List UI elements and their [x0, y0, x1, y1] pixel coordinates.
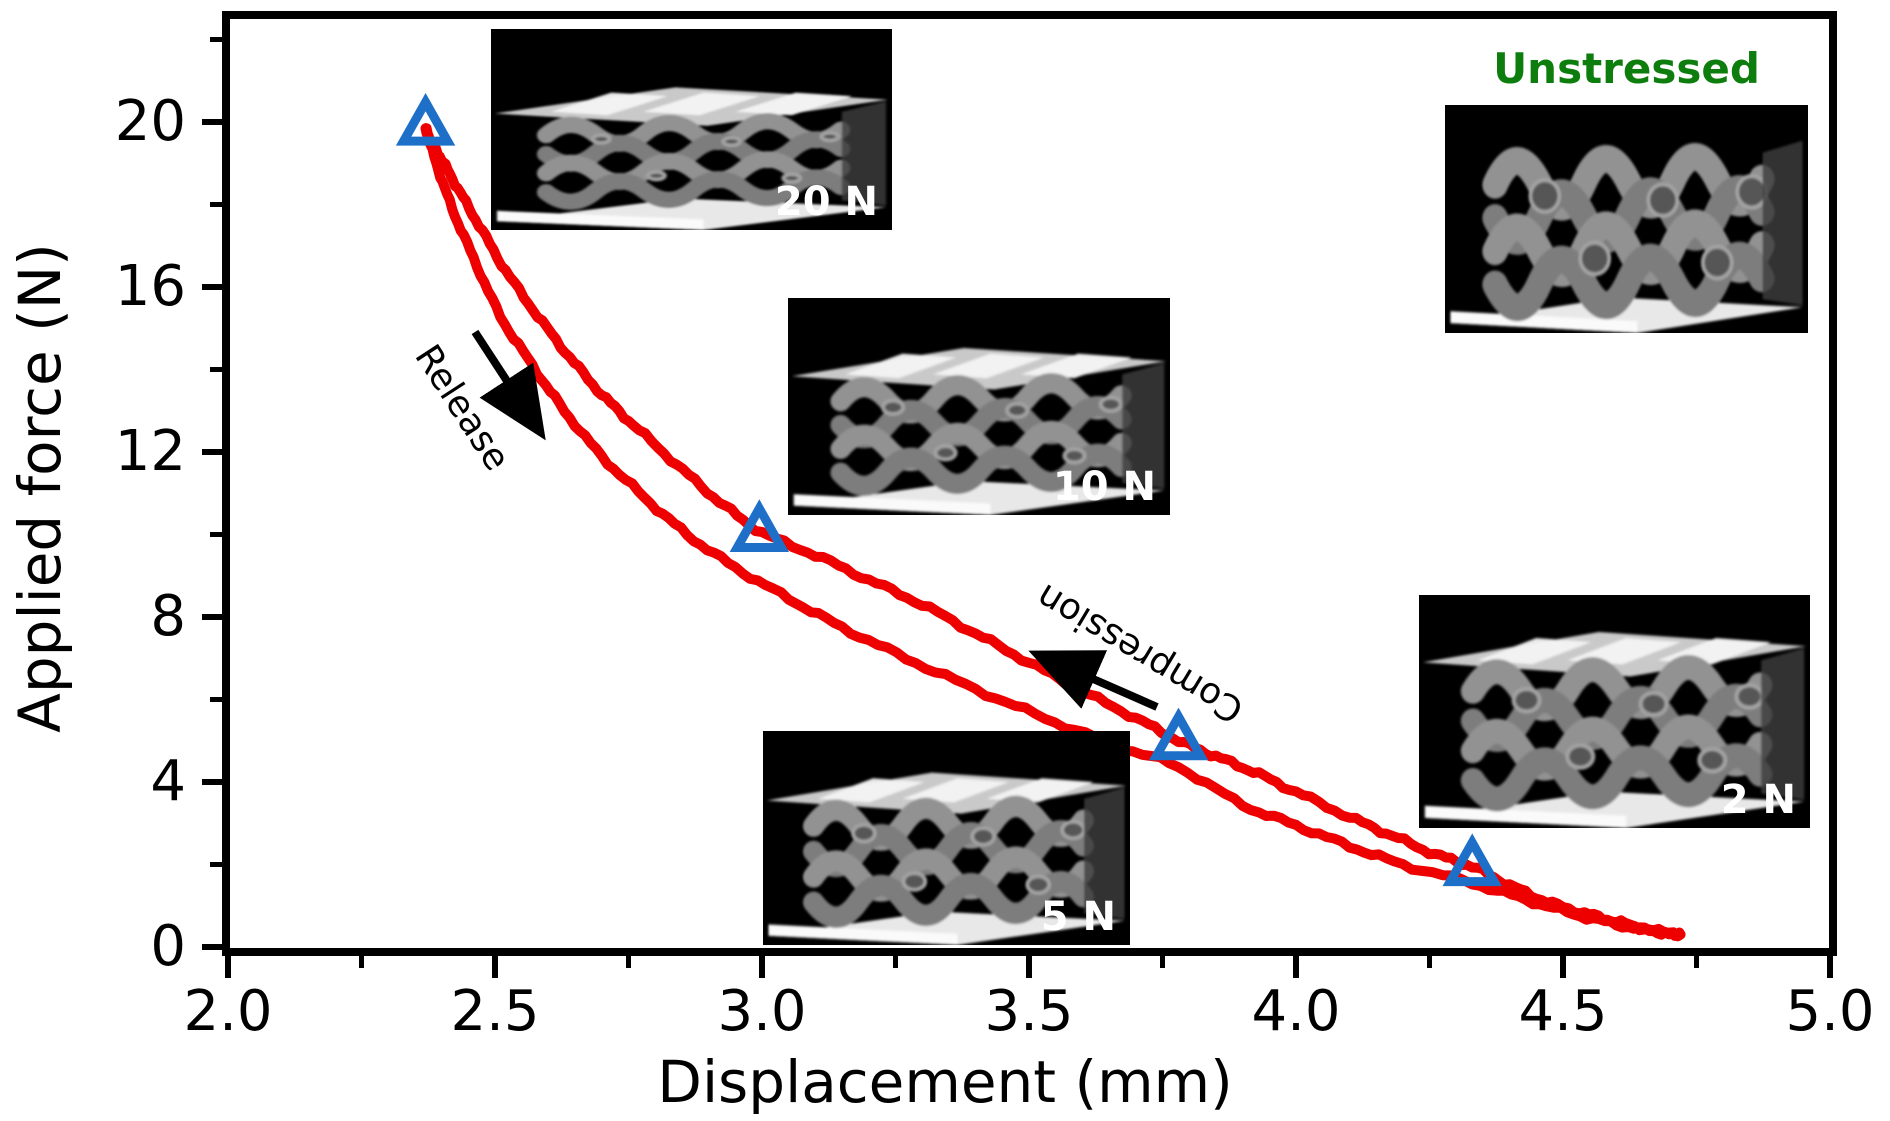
ct-scan-inset-2n: 2 N	[1419, 595, 1810, 828]
y-tick-label-16: 16	[114, 254, 186, 319]
y-tick-label-12: 12	[114, 419, 186, 484]
ct-measurement-marker	[1148, 707, 1209, 761]
x-tick-label-5.0: 5.0	[1785, 979, 1875, 1044]
curve-release	[420, 123, 1686, 941]
x-axis-title: Displacement (mm)	[657, 1048, 1233, 1116]
ct-scan-inset-10n: 10 N	[788, 298, 1170, 515]
x-tick-label-2.5: 2.5	[450, 979, 540, 1044]
x-tick-label-3.0: 3.0	[717, 979, 807, 1044]
inset-label-5n: 5 N	[1040, 894, 1116, 940]
compression-arrow	[1028, 650, 1159, 711]
inset-label-20n: 20 N	[774, 179, 878, 225]
ct-measurement-marker	[395, 92, 456, 146]
y-tick-label-4: 4	[150, 749, 186, 814]
x-tick-label-4.5: 4.5	[1518, 979, 1608, 1044]
x-tick-label-2.0: 2.0	[183, 979, 273, 1044]
x-tick-label-4.0: 4.0	[1251, 979, 1341, 1044]
inset-label-2n: 2 N	[1720, 777, 1796, 823]
x-tick-label-3.5: 3.5	[984, 979, 1074, 1044]
ct-measurement-marker	[729, 499, 790, 552]
ct-scan-inset-20n: 20 N	[491, 29, 892, 230]
y-tick-label-8: 8	[150, 584, 186, 649]
ct-scan-image-5n	[763, 731, 1130, 945]
release-arrow	[471, 329, 546, 441]
ct-measurement-marker	[1442, 833, 1502, 887]
y-tick-label-20: 20	[114, 89, 186, 154]
unstressed-title: Unstressed	[1493, 44, 1760, 93]
ct-scan-image-unstressed	[1445, 105, 1808, 333]
y-tick-label-0: 0	[150, 914, 186, 979]
ct-scan-inset-5n: 5 N	[763, 731, 1130, 945]
ct-scan-image-20n	[491, 29, 892, 230]
ct-scan-image-2n	[1419, 595, 1810, 828]
ct-scan-inset-unstressed	[1445, 105, 1808, 333]
ct-scan-image-10n	[788, 298, 1170, 515]
inset-label-10n: 10 N	[1052, 464, 1156, 510]
